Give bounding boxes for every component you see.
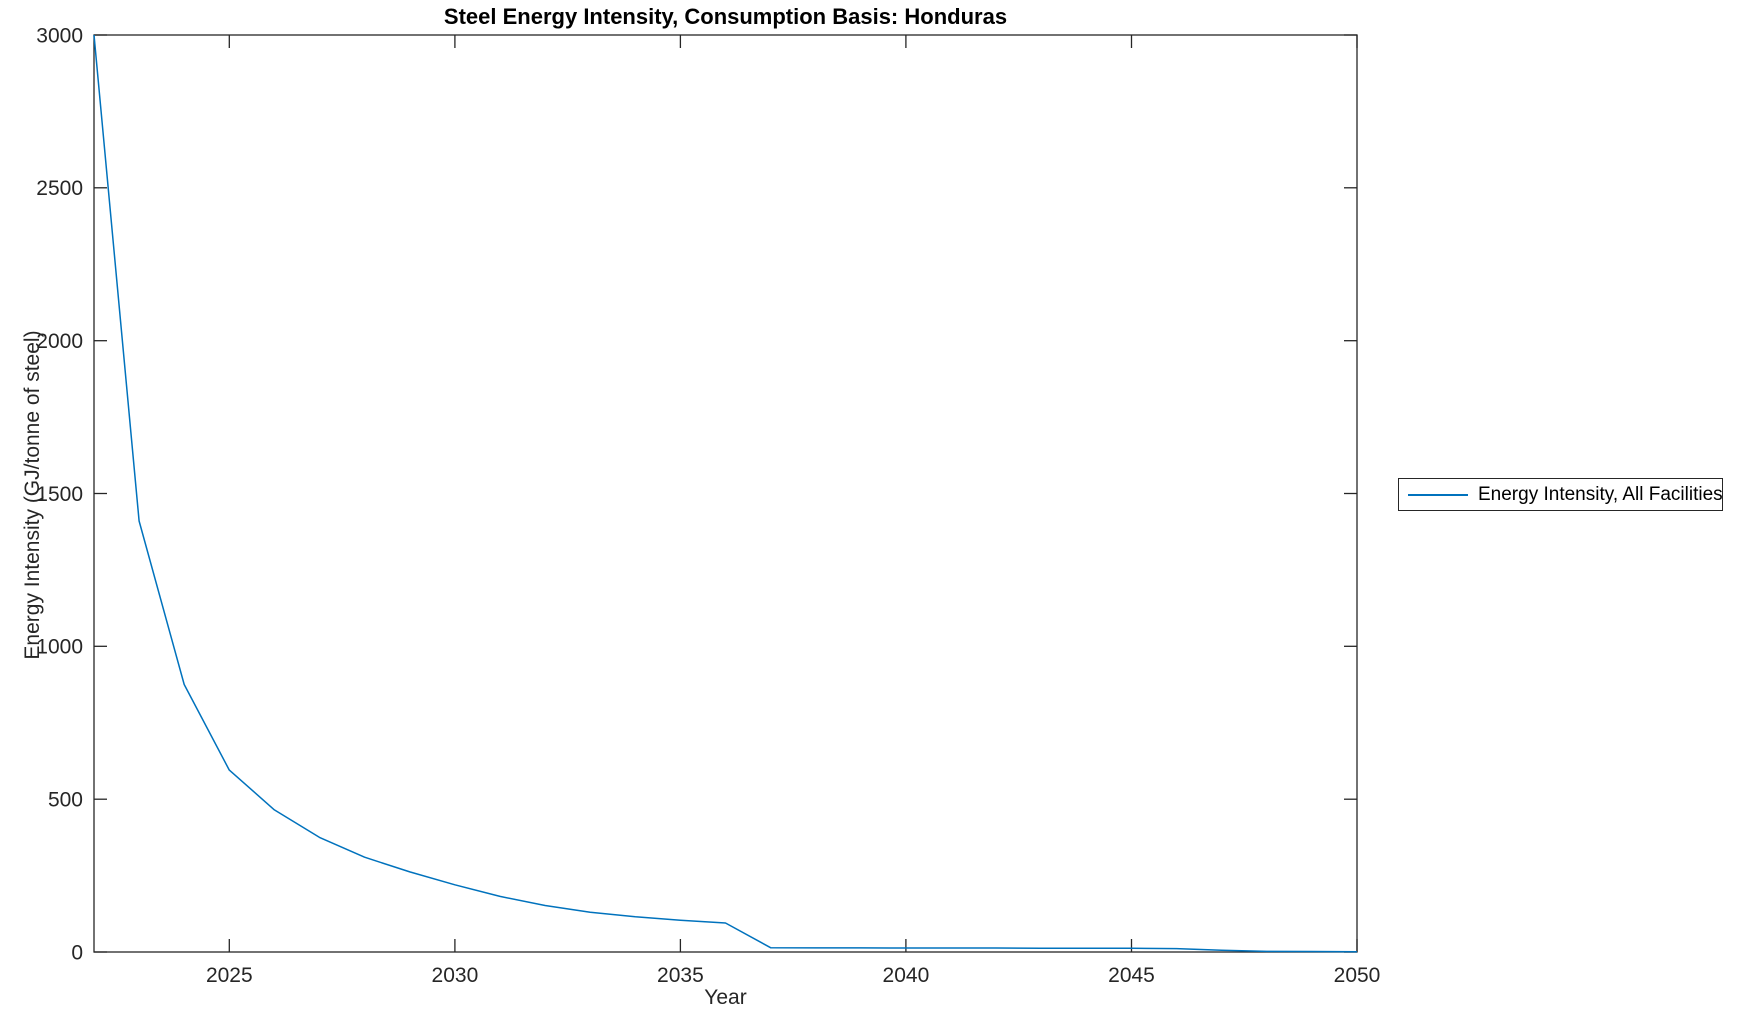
legend-line-sample: [1408, 493, 1468, 496]
chart-title: Steel Energy Intensity, Consumption Basi…: [443, 4, 1008, 29]
x-tick-label: 2045: [1108, 964, 1155, 987]
axes-layer: 2025 2030 2035 2040 2045 2050 0 500 1000 1500 2000…: [36, 24, 1380, 987]
y-tick-label: 1000: [36, 636, 83, 659]
x-tick-label: 2035: [657, 964, 704, 987]
y-tick-label: 2500: [36, 177, 83, 200]
y-tick-label: 1500: [36, 483, 83, 506]
x-tick-label: 2040: [883, 964, 930, 987]
x-tick-label: 2030: [432, 964, 479, 987]
line-series-energy-intensity: [93, 34, 1358, 953]
legend-box: Energy Intensity, All Facilities: [1398, 478, 1723, 511]
y-tick-label: 500: [48, 789, 83, 812]
x-tick-label: 2050: [1334, 964, 1381, 987]
x-axis-label: Year: [704, 986, 747, 1009]
y-tick-label: 0: [71, 941, 83, 964]
x-tick-label: 2025: [206, 964, 253, 987]
series-line: [93, 34, 1358, 953]
y-tick-label: 3000: [36, 24, 83, 47]
y-tick-label: 2000: [36, 330, 83, 353]
legend-label: Energy Intensity, All Facilities: [1478, 483, 1723, 505]
